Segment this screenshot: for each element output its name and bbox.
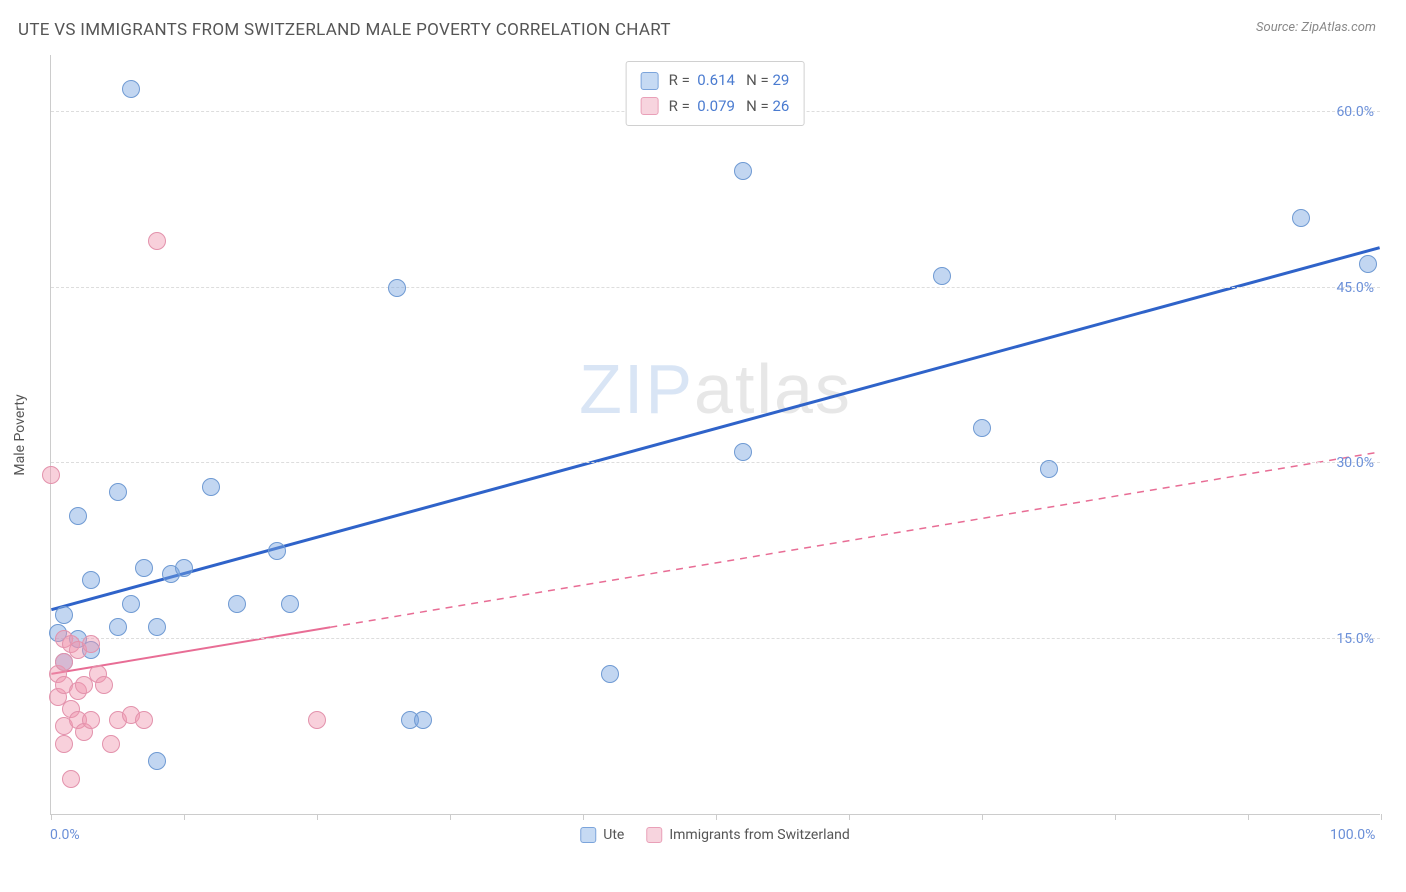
scatter-point xyxy=(601,665,619,683)
legend-swatch xyxy=(641,97,659,115)
legend-swatch xyxy=(641,72,659,90)
scatter-point xyxy=(102,735,120,753)
scatter-point xyxy=(82,571,100,589)
y-tick-label: 45.0% xyxy=(1336,280,1374,296)
scatter-point xyxy=(62,770,80,788)
legend-label: Immigrants from Switzerland xyxy=(669,827,849,843)
legend-swatch xyxy=(646,827,662,843)
scatter-point xyxy=(202,478,220,496)
scatter-point xyxy=(1292,209,1310,227)
scatter-point xyxy=(135,559,153,577)
y-tick-label: 30.0% xyxy=(1336,455,1374,471)
x-tick xyxy=(1115,814,1116,820)
plot-area: Male Poverty ZIPatlas 15.0%30.0%45.0%60.… xyxy=(50,55,1380,815)
scatter-point xyxy=(1040,460,1058,478)
chart-title: UTE VS IMMIGRANTS FROM SWITZERLAND MALE … xyxy=(18,20,671,40)
legend-item: Ute xyxy=(580,827,624,843)
scatter-point xyxy=(42,466,60,484)
scatter-point xyxy=(69,507,87,525)
legend-swatch xyxy=(580,827,596,843)
gridline xyxy=(51,462,1380,463)
scatter-point xyxy=(1359,255,1377,273)
gridline xyxy=(51,638,1380,639)
series-legend: Ute Immigrants from Switzerland xyxy=(580,827,850,843)
x-tick xyxy=(51,814,52,820)
scatter-point xyxy=(268,542,286,560)
trend-line-solid xyxy=(51,248,1379,610)
scatter-point xyxy=(734,162,752,180)
x-tick-label: 100.0% xyxy=(1330,827,1375,843)
source-label: Source: ZipAtlas.com xyxy=(1256,20,1376,35)
x-tick xyxy=(184,814,185,820)
legend-row: R = 0.614 N = 29 xyxy=(641,68,790,94)
scatter-point xyxy=(228,595,246,613)
x-tick xyxy=(1248,814,1249,820)
trend-line-dashed xyxy=(330,452,1379,627)
scatter-point xyxy=(82,711,100,729)
scatter-point xyxy=(734,443,752,461)
legend-item: Immigrants from Switzerland xyxy=(646,827,849,843)
x-tick xyxy=(1381,814,1382,820)
legend-label: Ute xyxy=(603,827,624,843)
scatter-point xyxy=(55,606,73,624)
x-tick-label: 0.0% xyxy=(50,827,80,843)
scatter-point xyxy=(122,595,140,613)
scatter-point xyxy=(82,635,100,653)
scatter-point xyxy=(308,711,326,729)
scatter-point xyxy=(148,752,166,770)
scatter-point xyxy=(109,618,127,636)
x-tick xyxy=(716,814,717,820)
scatter-point xyxy=(109,483,127,501)
x-tick xyxy=(849,814,850,820)
trend-lines xyxy=(51,55,1380,814)
x-tick xyxy=(583,814,584,820)
y-tick-label: 60.0% xyxy=(1336,104,1374,120)
correlation-legend: R = 0.614 N = 29R = 0.079 N = 26 xyxy=(626,61,805,126)
scatter-point xyxy=(135,711,153,729)
scatter-point xyxy=(55,735,73,753)
scatter-point xyxy=(122,80,140,98)
y-axis-title: Male Poverty xyxy=(12,394,28,475)
x-tick xyxy=(982,814,983,820)
y-tick-label: 15.0% xyxy=(1336,631,1374,647)
legend-row: R = 0.079 N = 26 xyxy=(641,94,790,120)
scatter-point xyxy=(148,618,166,636)
scatter-point xyxy=(973,419,991,437)
x-tick xyxy=(317,814,318,820)
scatter-point xyxy=(388,279,406,297)
scatter-point xyxy=(281,595,299,613)
gridline xyxy=(51,287,1380,288)
scatter-point xyxy=(414,711,432,729)
scatter-point xyxy=(175,559,193,577)
scatter-point xyxy=(148,232,166,250)
scatter-point xyxy=(933,267,951,285)
scatter-point xyxy=(95,676,113,694)
x-tick xyxy=(450,814,451,820)
watermark: ZIPatlas xyxy=(579,349,852,429)
